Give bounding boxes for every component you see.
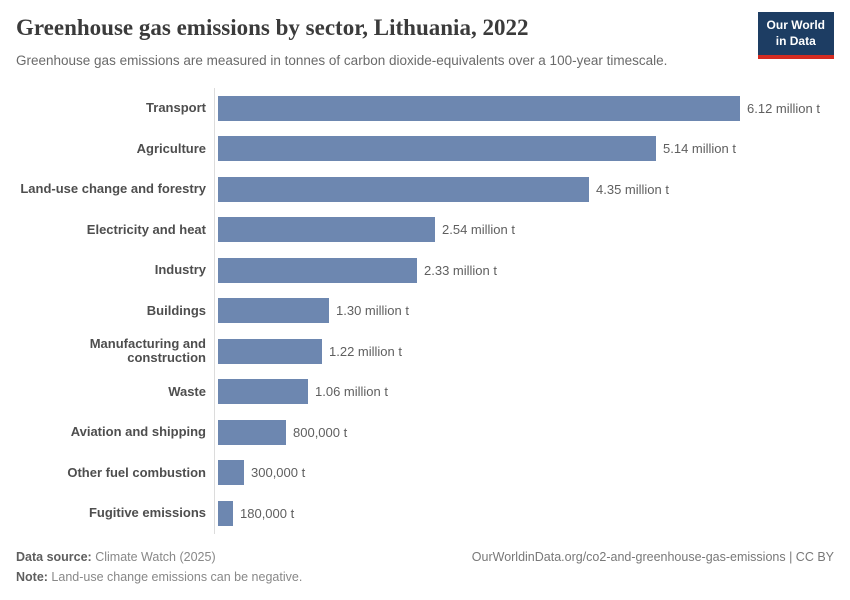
chart-row: Waste 1.06 million t — [16, 371, 834, 413]
value-label: 1.06 million t — [315, 384, 388, 400]
chart-row: Manufacturing and construction 1.22 milli… — [16, 331, 834, 372]
value-label: 2.33 million t — [424, 262, 497, 278]
bar[interactable] — [218, 176, 589, 202]
bar-track: 1.22 million t — [214, 331, 834, 372]
chart-row: Fugitive emissions 180,000 t — [16, 493, 834, 534]
category-label: Buildings — [146, 302, 206, 318]
bar-track: 2.33 million t — [214, 250, 834, 291]
bar-track: 300,000 t — [214, 452, 834, 494]
bar-track: 180,000 t — [214, 493, 834, 534]
data-source-value: Climate Watch (2025) — [91, 549, 216, 564]
value-label: 1.22 million t — [329, 343, 402, 359]
value-label: 1.30 million t — [336, 303, 409, 319]
category-label: Land-use change and forestry — [20, 181, 206, 197]
bar[interactable] — [218, 338, 322, 364]
chart-row: Industry 2.33 million t — [16, 250, 834, 291]
bar-track: 800,000 t — [214, 412, 834, 453]
bar[interactable] — [218, 257, 417, 283]
value-label: 2.54 million t — [442, 222, 515, 238]
chart-row: Agriculture 5.14 million t — [16, 128, 834, 170]
chart-row: Buildings 1.30 million t — [16, 290, 834, 332]
bar-track: 4.35 million t — [214, 169, 834, 210]
note-value: Land-use change emissions can be negativ… — [47, 570, 303, 585]
owid-logo-line2: in Data — [775, 33, 816, 48]
chart-row: Transport 6.12 million t — [16, 88, 834, 129]
category-label: Agriculture — [136, 140, 206, 156]
value-label: 180,000 t — [240, 505, 295, 521]
category-label: Electricity and heat — [86, 221, 206, 237]
bar-track: 2.54 million t — [214, 209, 834, 251]
chart-row: Other fuel combustion 300,000 t — [16, 452, 834, 494]
value-label: 4.35 million t — [596, 181, 669, 197]
bar[interactable] — [218, 500, 233, 526]
bar[interactable] — [218, 298, 329, 324]
chart-row: Land-use change and forestry 4.35 million… — [16, 169, 834, 210]
bar-track: 5.14 million t — [214, 128, 834, 170]
category-label: Industry — [154, 262, 206, 278]
chart-header: Greenhouse gas emissions by sector, Lith… — [16, 12, 834, 69]
bar-chart: Transport 6.12 million t Agriculture 5.14 m… — [16, 88, 834, 534]
owid-logo-line1: Our World — [766, 18, 825, 32]
category-label: Aviation and shipping — [70, 424, 206, 440]
footer-left: Data source: Climate Watch (2025) Note: … — [16, 547, 302, 588]
bar[interactable] — [218, 95, 740, 121]
category-label: Fugitive emissions — [88, 505, 206, 521]
bar[interactable] — [218, 136, 656, 162]
bar-track: 1.06 million t — [214, 371, 834, 413]
chart-footer: Data source: Climate Watch (2025) Note: … — [16, 547, 834, 588]
header-text-block: Greenhouse gas emissions by sector, Lith… — [16, 14, 667, 69]
note-line: Note: Land-use change emissions can be n… — [16, 567, 302, 588]
chart-title: Greenhouse gas emissions by sector, Lith… — [16, 15, 529, 40]
bar[interactable] — [218, 379, 308, 405]
bar-track: 6.12 million t — [214, 88, 834, 129]
category-label: Transport — [146, 100, 206, 116]
chart-row: Electricity and heat 2.54 million t — [16, 209, 834, 251]
bar-track: 1.30 million t — [214, 290, 834, 332]
data-source-line: Data source: Climate Watch (2025) — [16, 547, 302, 568]
category-label: Waste — [168, 383, 206, 399]
value-label: 800,000 t — [293, 424, 348, 440]
owid-url-link[interactable]: OurWorldinData.org/co2-and-greenhouse-ga… — [471, 549, 834, 564]
chart-subtitle: Greenhouse gas emissions are measured in… — [16, 52, 668, 68]
bar[interactable] — [218, 217, 435, 243]
bar[interactable] — [218, 419, 286, 445]
chart-row: Aviation and shipping 800,000 t — [16, 412, 834, 453]
data-source-label: Data source: — [16, 549, 92, 564]
note-label: Note: — [16, 570, 48, 585]
category-label: Manufacturing and construction — [89, 336, 206, 366]
value-label: 6.12 million t — [747, 100, 820, 116]
bar[interactable] — [218, 460, 244, 486]
owid-logo[interactable]: Our World in Data — [757, 12, 834, 60]
value-label: 300,000 t — [251, 465, 306, 481]
category-label: Other fuel combustion — [67, 464, 206, 480]
value-label: 5.14 million t — [663, 141, 736, 157]
